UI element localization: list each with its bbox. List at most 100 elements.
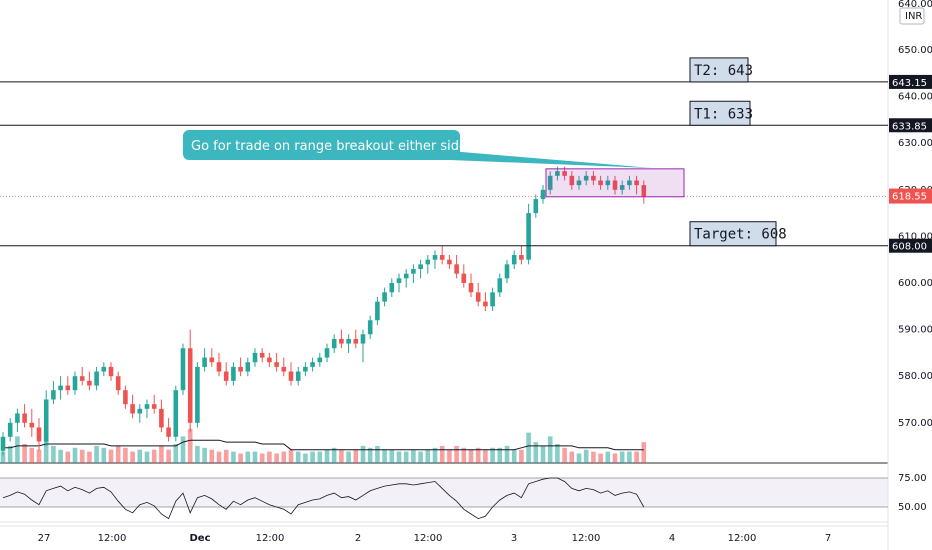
range-box[interactable] bbox=[545, 168, 685, 198]
candle-body bbox=[425, 259, 431, 265]
price-tick-label: 600.00 bbox=[898, 278, 932, 289]
callout-pointer bbox=[450, 151, 652, 168]
candle-body bbox=[627, 180, 632, 186]
volume-bar bbox=[274, 453, 279, 463]
volume-bar bbox=[389, 449, 395, 463]
candle-body bbox=[223, 371, 229, 381]
candle bbox=[187, 329, 193, 433]
volume-bar bbox=[641, 442, 647, 463]
price-tick-label: 640.00 bbox=[898, 0, 932, 10]
volume-bar bbox=[432, 447, 438, 463]
volume-bar bbox=[303, 453, 308, 463]
price-tick-label: 650.00 bbox=[898, 45, 932, 56]
candle bbox=[267, 352, 272, 367]
volume-bar bbox=[58, 449, 63, 463]
candle bbox=[29, 408, 35, 437]
callout-text: Go for trade on range breakout either si… bbox=[191, 139, 467, 154]
volume-bar bbox=[504, 445, 510, 463]
candle-body bbox=[144, 404, 150, 409]
candle bbox=[202, 348, 207, 372]
candle-body bbox=[209, 357, 215, 363]
candle-body bbox=[295, 371, 301, 381]
candle bbox=[137, 404, 143, 423]
volume-bar bbox=[627, 451, 632, 463]
candle-body bbox=[195, 366, 200, 423]
volume-bar bbox=[94, 445, 99, 463]
candle-body bbox=[72, 376, 78, 391]
candle bbox=[94, 366, 99, 391]
candle-body bbox=[29, 422, 35, 428]
level-label-text: T1: 633 bbox=[694, 106, 753, 122]
volume-bar bbox=[7, 445, 13, 463]
candle-body bbox=[396, 278, 402, 283]
candle bbox=[15, 408, 20, 433]
candle-body bbox=[403, 273, 409, 279]
candle-body bbox=[562, 171, 567, 176]
candle-body bbox=[231, 366, 236, 381]
candle bbox=[569, 171, 575, 190]
candle-body bbox=[605, 180, 611, 186]
candle-body bbox=[375, 301, 380, 321]
candle-body bbox=[504, 264, 510, 279]
candle bbox=[475, 283, 481, 307]
volume-bar bbox=[583, 449, 589, 463]
candle bbox=[7, 418, 13, 442]
candle bbox=[497, 273, 503, 297]
volume-bar bbox=[231, 451, 236, 463]
candle bbox=[432, 250, 438, 270]
volume-bar bbox=[497, 447, 503, 463]
level-price-tag-text: 608.00 bbox=[892, 242, 927, 253]
time-axis[interactable]: 27 12:00 Dec 12:00 2 12:00 3 12:00 4 12:00 7 bbox=[38, 533, 832, 544]
candle bbox=[173, 385, 179, 442]
candle bbox=[22, 404, 27, 428]
candle-body bbox=[151, 404, 157, 409]
candle bbox=[36, 418, 42, 451]
volume-bar bbox=[418, 451, 423, 463]
rsi-line bbox=[2, 477, 645, 520]
candle bbox=[216, 352, 222, 377]
volume-bar bbox=[547, 436, 553, 463]
volume-bar bbox=[36, 449, 42, 463]
candle-body bbox=[533, 199, 539, 214]
candle bbox=[504, 259, 510, 283]
volume-bar bbox=[555, 444, 560, 463]
candle-body bbox=[331, 338, 337, 349]
candle-body bbox=[101, 366, 107, 372]
volume-bar bbox=[79, 449, 85, 463]
candle bbox=[547, 171, 553, 195]
candle bbox=[72, 371, 78, 395]
candle bbox=[317, 352, 323, 367]
candle-body bbox=[0, 436, 6, 451]
candle bbox=[166, 418, 171, 442]
volume-bar bbox=[526, 432, 531, 463]
volume-bar bbox=[22, 444, 27, 463]
candle-body bbox=[583, 175, 589, 181]
level-label-t2[interactable]: T2: 643 bbox=[689, 57, 753, 83]
volume-bar bbox=[360, 445, 366, 463]
candle bbox=[634, 175, 639, 195]
candle-body bbox=[418, 264, 423, 270]
candle-body bbox=[360, 334, 366, 344]
price-tick-label: 570.00 bbox=[898, 418, 932, 429]
volume-bar bbox=[605, 451, 611, 463]
level-price-tag bbox=[889, 74, 932, 89]
volume-bar bbox=[519, 449, 524, 463]
currency-badge[interactable] bbox=[899, 7, 925, 25]
candle-body bbox=[36, 427, 42, 442]
candle bbox=[375, 296, 380, 325]
candle-body bbox=[15, 413, 20, 423]
candle bbox=[223, 362, 229, 386]
candle bbox=[526, 203, 531, 265]
candle-body bbox=[367, 320, 373, 335]
candle-body bbox=[411, 269, 416, 274]
candle bbox=[511, 250, 517, 270]
level-label-t1[interactable]: T1: 633 bbox=[689, 100, 753, 126]
candle bbox=[108, 362, 114, 381]
volume-bar bbox=[209, 449, 215, 463]
volume-bar bbox=[180, 436, 186, 463]
level-label-target[interactable]: Target: 608 bbox=[689, 221, 787, 247]
candle bbox=[461, 264, 467, 288]
callout[interactable]: Go for trade on range breakout either si… bbox=[183, 130, 652, 168]
volume-bar bbox=[382, 449, 387, 463]
